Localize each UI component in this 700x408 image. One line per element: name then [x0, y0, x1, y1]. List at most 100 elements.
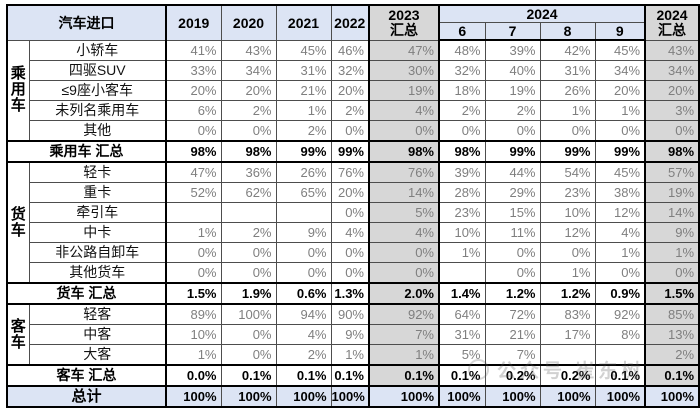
cell: 0% [484, 262, 541, 284]
column-header-month-6: 6 [438, 22, 486, 41]
row-label: 大客 [28, 344, 167, 366]
cell: 9% [275, 222, 332, 243]
cell: 23% [438, 202, 486, 223]
cell [275, 202, 332, 223]
cell: 48% [438, 39, 486, 61]
subtotal-row: 客车 汇总 0.0% 0.1% 0.1% 0.1% 0.1% 0.1% 0.2% 0.2% 0.1… [6, 364, 700, 387]
cell: 40% [484, 60, 541, 81]
cell: 13% [644, 324, 700, 345]
row-label: ≤9座小客车 [28, 80, 167, 101]
table-body: 乘用车小轿车 41% 43% 45% 46% 47% 48% 39% 42% 45% 43% 四驱SU… [6, 39, 700, 408]
cell: 4% [275, 324, 332, 345]
subtotal-label: 乘用车 汇总 [6, 140, 167, 163]
cell: 94% [275, 303, 332, 325]
cell: 32% [438, 60, 486, 81]
cell: 92% [368, 303, 440, 325]
cell: 0.1% [330, 364, 370, 387]
cell: 32% [330, 60, 370, 81]
row-label: 未列名乘用车 [28, 100, 167, 121]
table-row: 其他货车 0% 0% 0% 0% 0% 0% 1% 0% 0% [7, 262, 700, 284]
cell: 45% [594, 39, 647, 61]
cell: 0% [644, 120, 700, 142]
cell: 33% [165, 60, 222, 81]
column-header-month-8: 8 [539, 22, 596, 41]
table-row: 重卡 52% 62% 65% 20% 14% 28% 29% 23% 38% 19% [7, 182, 700, 203]
cell: 100% [220, 385, 277, 408]
cell: 1% [539, 100, 596, 121]
cell: 99% [330, 140, 370, 163]
cell: 21% [275, 80, 332, 101]
cell: 0.0% [165, 364, 222, 387]
cell: 100% [594, 385, 647, 408]
cell: 20% [165, 80, 222, 101]
cell: 10% [539, 202, 596, 223]
cell: 42% [539, 39, 596, 61]
column-header-2021: 2021 [275, 4, 332, 41]
subtotal-label: 客车 汇总 [6, 364, 167, 387]
cell [438, 262, 486, 284]
cell: 28% [438, 182, 486, 203]
row-label: 其他货车 [28, 262, 167, 284]
cell: 0% [368, 120, 440, 142]
cell: 31% [539, 60, 596, 81]
cell: 1% [165, 222, 222, 243]
cell: 8% [594, 324, 647, 345]
cell: 1% [644, 242, 700, 263]
cell: 26% [275, 161, 332, 183]
cell: 64% [438, 303, 486, 325]
cell: 0.1% [438, 364, 486, 387]
column-header-month-7: 7 [484, 22, 541, 41]
group-label-乘用车: 乘用车 [6, 39, 30, 142]
cell: 98% [368, 140, 440, 163]
cell: 1% [594, 242, 647, 263]
cell: 0% [275, 262, 332, 284]
column-header-2019: 2019 [165, 4, 222, 41]
cell: 1% [368, 344, 440, 366]
cell: 98% [644, 140, 700, 163]
row-label: 其他 [28, 120, 167, 142]
cell: 0% [438, 120, 486, 142]
cell: 100% [644, 385, 700, 408]
cell: 18% [438, 80, 486, 101]
cell: 30% [368, 60, 440, 81]
cell: 2.0% [368, 282, 440, 305]
cell: 100% [438, 385, 486, 408]
cell: 98% [438, 140, 486, 163]
cell: 20% [594, 80, 647, 101]
row-label: 非公路自卸车 [28, 242, 167, 263]
table-row: 客车轻客 89% 100% 94% 90% 92% 64% 72% 83% 92% 85% [6, 303, 700, 366]
cell: 0% [220, 120, 277, 142]
cell: 0% [484, 120, 541, 142]
cell: 0.9% [594, 282, 647, 305]
cell: 89% [165, 303, 222, 325]
cell: 21% [484, 324, 541, 345]
row-label: 重卡 [28, 182, 167, 203]
cell: 20% [330, 182, 370, 203]
cell: 0% [220, 242, 277, 263]
cell: 83% [539, 303, 596, 325]
total-label: 总计 [6, 385, 167, 408]
cell: 6% [165, 100, 222, 121]
column-header-2024-summary: 2024 汇总 [644, 4, 700, 41]
cell: 7% [484, 344, 541, 366]
row-label: 中客 [28, 324, 167, 345]
cell: 47% [165, 161, 222, 183]
cell: 19% [484, 80, 541, 101]
cell: 1.3% [330, 282, 370, 305]
cell: 43% [644, 39, 700, 61]
group-label-货车: 货车 [6, 161, 30, 284]
cell [165, 202, 222, 223]
cell: 5% [368, 202, 440, 223]
cell: 76% [330, 161, 370, 183]
cell: 12% [594, 202, 647, 223]
table-row: 货车轻卡 47% 36% 26% 76% 76% 39% 44% 54% 45% 57% [6, 161, 700, 284]
cell: 4% [368, 222, 440, 243]
cell: 0.1% [368, 364, 440, 387]
cell: 0.2% [539, 364, 596, 387]
table-row: 中卡 1% 2% 9% 4% 4% 10% 11% 12% 4% 9% [7, 222, 700, 243]
cell [220, 202, 277, 223]
cell: 31% [438, 324, 486, 345]
cell: 100% [330, 385, 370, 408]
cell: 57% [644, 161, 700, 183]
table-row: 牵引车 0% 5% 23% 15% 10% 12% 14% [7, 202, 700, 223]
